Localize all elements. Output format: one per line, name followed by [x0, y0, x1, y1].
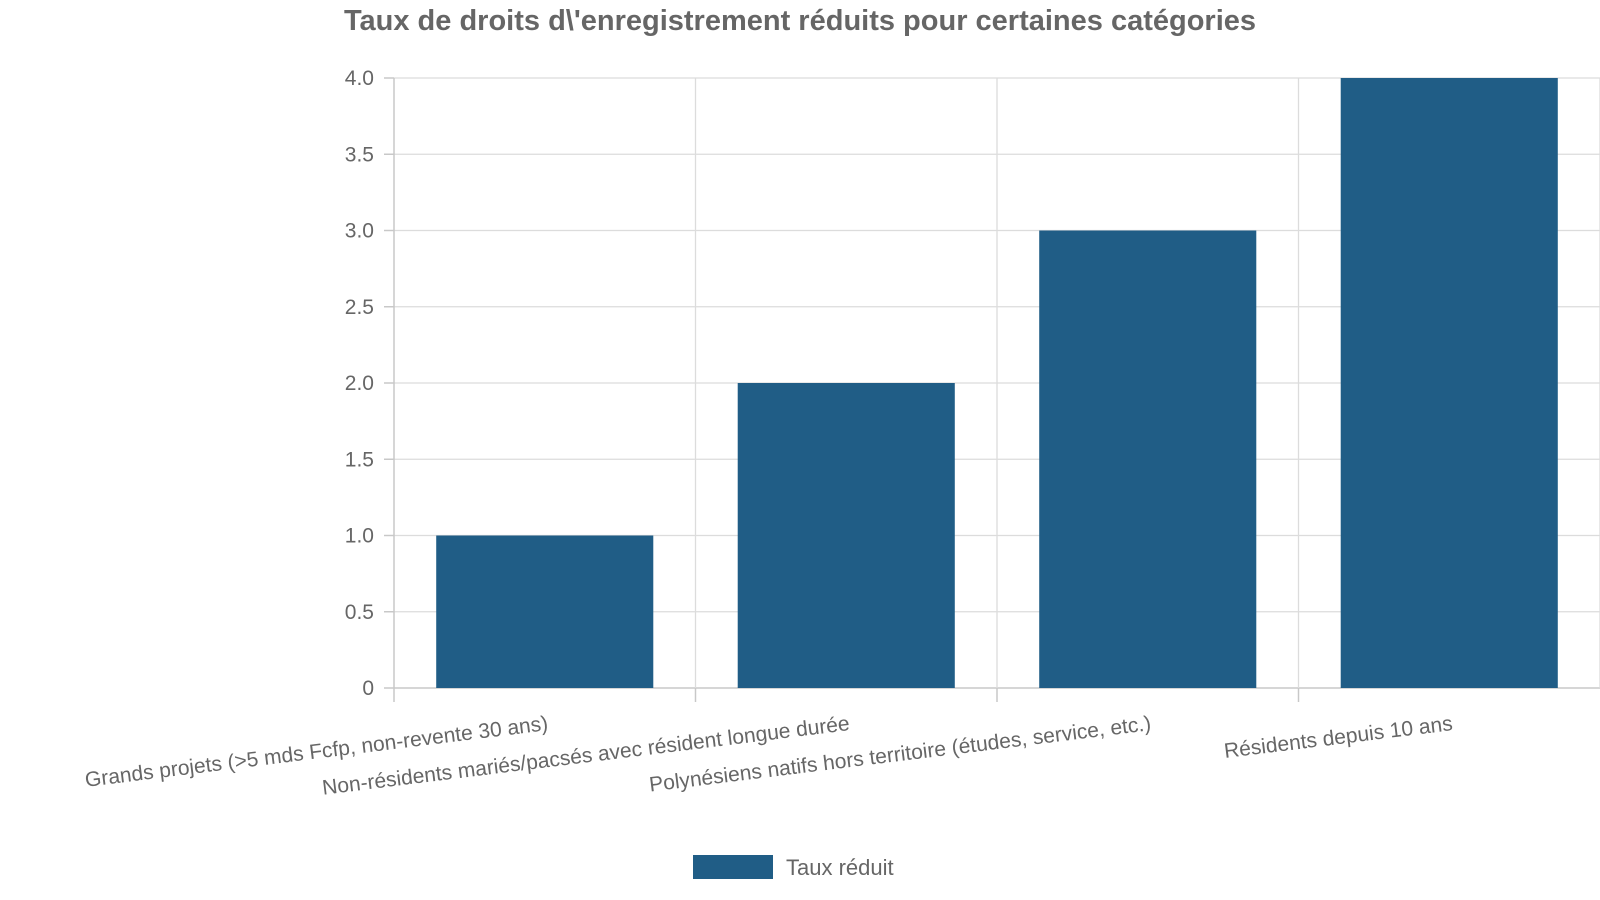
x-category-label: Non-résidents mariés/pacsés avec résiden… [321, 712, 851, 800]
x-category-label: Polynésiens natifs hors territoire (étud… [648, 712, 1152, 796]
legend-swatch [693, 855, 773, 879]
y-tick-label: 3.0 [345, 220, 374, 243]
chart-title: Taux de droits d\'enregistrement réduits… [344, 5, 1256, 37]
bar [1340, 78, 1558, 688]
y-tick-label: 1.5 [345, 448, 374, 471]
y-tick-label: 4.0 [345, 67, 374, 90]
legend-label: Taux réduit [786, 855, 894, 880]
bar [436, 535, 654, 688]
y-tick-label: 0 [362, 677, 374, 700]
y-tick-label: 2.0 [345, 372, 374, 395]
y-tick-label: 0.5 [345, 601, 374, 624]
y-tick-label: 2.5 [345, 296, 374, 319]
bar [737, 383, 955, 688]
bar [1039, 230, 1257, 688]
legend: Taux réduit [693, 855, 894, 880]
bars [436, 78, 1558, 688]
x-category-label: Résidents depuis 10 ans [1223, 712, 1454, 763]
y-tick-label: 3.5 [345, 143, 374, 166]
y-tick-label: 1.0 [345, 525, 374, 548]
